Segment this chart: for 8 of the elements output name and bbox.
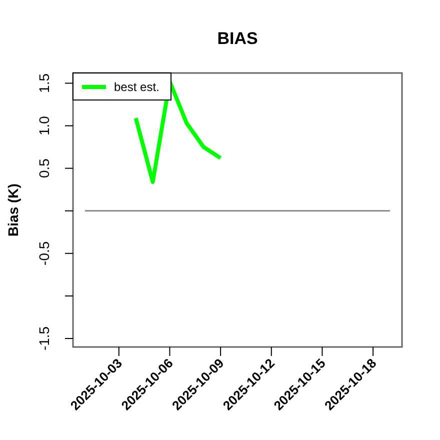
y-tick-label: -0.5 <box>36 241 52 266</box>
y-axis-title: Bias (K) <box>5 184 21 236</box>
y-tick-label: -1.5 <box>36 326 52 351</box>
y-tick-label: 0.5 <box>36 158 52 178</box>
chart-title: BIAS <box>217 29 258 48</box>
legend-label: best est. <box>114 80 160 94</box>
y-tick-label: 1.5 <box>36 73 52 93</box>
y-tick-label: 1.0 <box>36 116 52 136</box>
